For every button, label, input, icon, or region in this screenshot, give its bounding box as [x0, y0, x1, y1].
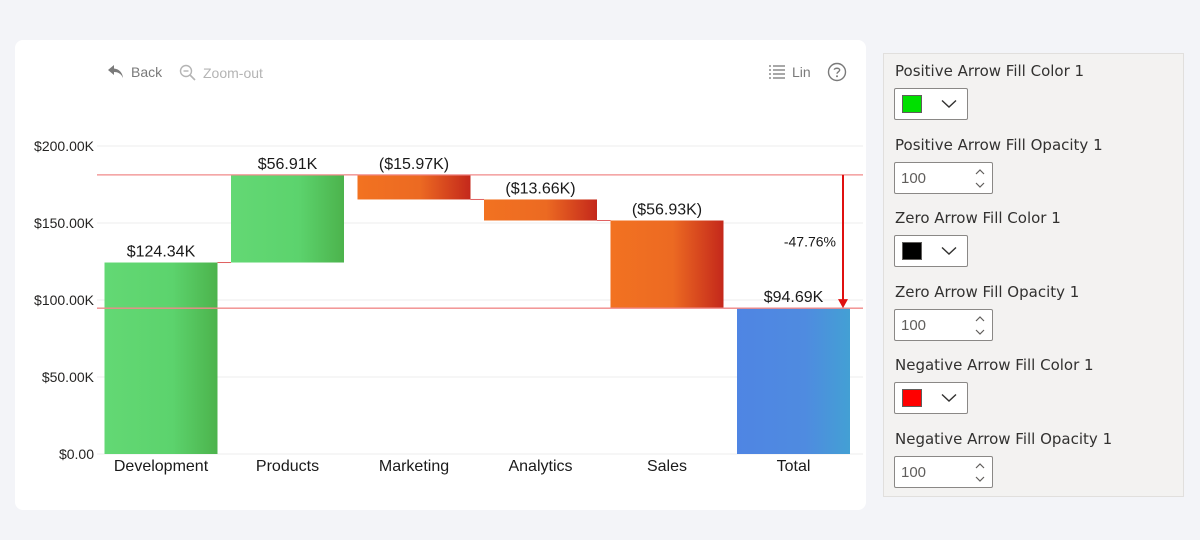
positive-color-label: Positive Arrow Fill Color 1: [895, 62, 1085, 80]
category-label: Analytics: [508, 458, 572, 475]
chart-card: Back Zoom-out Lin: [15, 40, 866, 510]
negative-opacity-stepper[interactable]: [894, 456, 993, 488]
y-tick-label: $150.00K: [34, 215, 95, 231]
bar-analytics: [484, 199, 597, 221]
bar-development: [104, 262, 218, 454]
value-label: $56.91K: [258, 156, 318, 173]
value-label: ($13.66K): [505, 180, 575, 197]
y-tick-label: $100.00K: [34, 292, 95, 308]
negative-color-label: Negative Arrow Fill Color 1: [895, 356, 1094, 374]
chevron-up-icon[interactable]: [974, 166, 986, 178]
scale-label: Lin: [792, 64, 811, 80]
chevron-down-icon[interactable]: [974, 326, 986, 338]
category-label: Total: [777, 458, 811, 475]
positive-color-swatch: [902, 95, 922, 113]
y-tick-label: $200.00K: [34, 138, 95, 154]
zero-color-label: Zero Arrow Fill Color 1: [895, 209, 1061, 227]
y-tick-label: $50.00K: [42, 369, 95, 385]
zero-opacity-label: Zero Arrow Fill Opacity 1: [895, 283, 1080, 301]
scale-toggle-button[interactable]: Lin: [768, 64, 811, 80]
zero-opacity-stepper[interactable]: [894, 309, 993, 341]
value-label: ($15.97K): [379, 156, 449, 173]
zero-opacity-input[interactable]: [901, 316, 971, 334]
back-label: Back: [131, 64, 163, 80]
variance-arrow-head: [838, 299, 848, 309]
chevron-down-icon: [941, 99, 957, 108]
negative-color-swatch: [902, 389, 922, 407]
negative-opacity-label: Negative Arrow Fill Opacity 1: [895, 430, 1113, 448]
help-icon: [827, 62, 847, 82]
zoom-out-button[interactable]: Zoom-out: [179, 64, 263, 82]
category-label: Development: [114, 458, 209, 475]
y-tick-label: $0.00: [59, 446, 94, 462]
chevron-down-icon: [941, 246, 957, 255]
negative-opacity-input[interactable]: [901, 463, 971, 481]
chevron-up-icon[interactable]: [974, 460, 986, 472]
category-label: Sales: [647, 458, 687, 475]
bar-marketing: [357, 174, 471, 200]
help-button[interactable]: [827, 62, 847, 82]
bar-products: [231, 174, 344, 263]
list-icon: [769, 65, 785, 79]
positive-opacity-input[interactable]: [901, 169, 971, 187]
chevron-up-icon[interactable]: [974, 313, 986, 325]
zoom-out-icon: [179, 64, 196, 81]
value-label: ($56.93K): [632, 202, 702, 219]
chevron-down-icon[interactable]: [974, 179, 986, 191]
format-panel: Positive Arrow Fill Color 1 Positive Arr…: [883, 53, 1184, 497]
back-arrow-icon: [108, 65, 123, 78]
negative-color-picker[interactable]: [894, 382, 968, 414]
positive-color-picker[interactable]: [894, 88, 968, 120]
zero-color-picker[interactable]: [894, 235, 968, 267]
bar-total: [737, 308, 850, 454]
bar-sales: [610, 220, 724, 309]
category-label: Products: [256, 458, 319, 475]
value-label: $124.34K: [127, 244, 196, 261]
waterfall-chart: $0.00 $50.00K $100.00K $150.00K $200.00K $12…: [34, 138, 863, 475]
zoom-out-label: Zoom-out: [203, 65, 263, 81]
back-button[interactable]: Back: [107, 64, 162, 80]
value-label: $94.69K: [764, 289, 824, 306]
chevron-down-icon[interactable]: [974, 473, 986, 485]
category-label: Marketing: [379, 458, 449, 475]
zero-color-swatch: [902, 242, 922, 260]
chevron-down-icon: [941, 393, 957, 402]
positive-opacity-label: Positive Arrow Fill Opacity 1: [895, 136, 1103, 154]
variance-label: -47.76%: [784, 234, 836, 250]
positive-opacity-stepper[interactable]: [894, 162, 993, 194]
